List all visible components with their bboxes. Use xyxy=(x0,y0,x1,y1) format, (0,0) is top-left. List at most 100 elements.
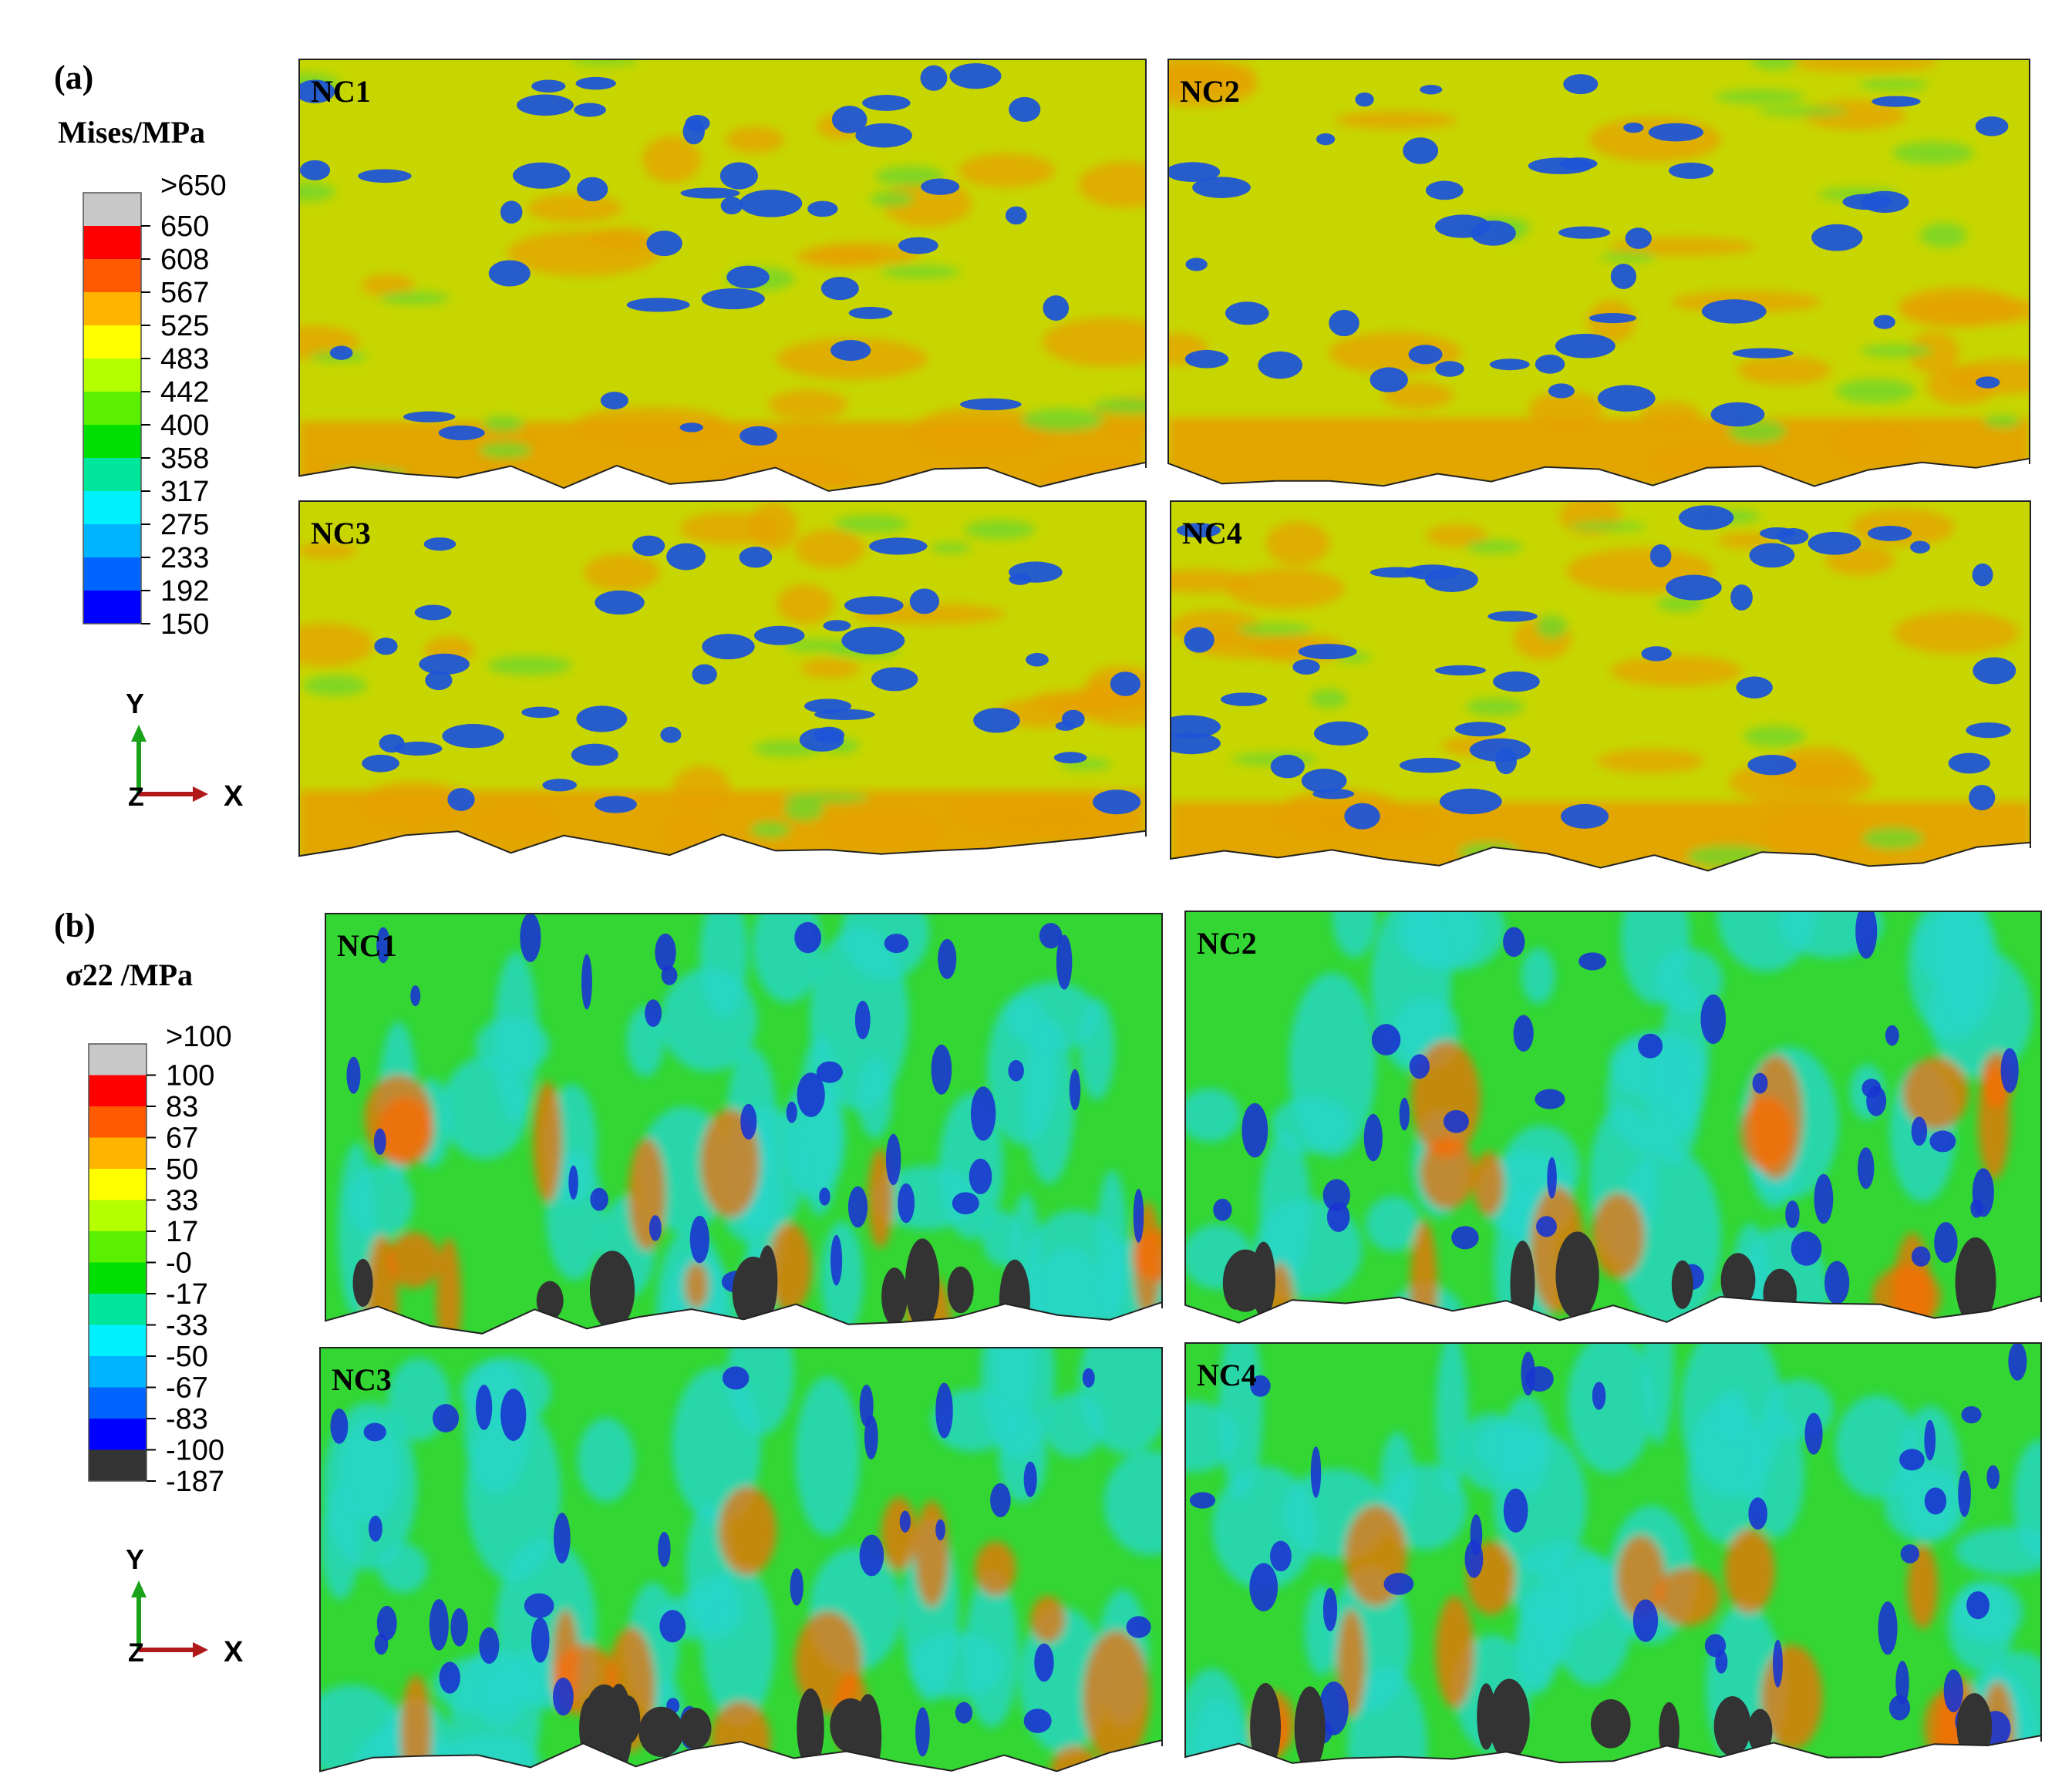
triad-a-y-arrowhead xyxy=(131,725,147,742)
contour-panel-nc3: NC3 xyxy=(319,1347,1163,1772)
legend-swatch xyxy=(83,491,141,524)
contour-panel-nc4: NC4 xyxy=(1170,500,2031,872)
legend-swatch xyxy=(83,458,141,491)
legend-tick-label: 608 xyxy=(160,244,209,276)
panel-label-nc1: NC1 xyxy=(311,74,371,109)
triad-b-x-arrowhead xyxy=(193,1642,208,1658)
panel-label-nc1: NC1 xyxy=(337,928,397,963)
panel-outline xyxy=(298,500,1147,857)
pore-regions xyxy=(346,914,1144,1334)
triad-b-x-label: X xyxy=(224,1636,244,1668)
legend-swatch xyxy=(89,1231,147,1263)
sigma22-contour-panels: NC1 NC2 NC3 NC4 xyxy=(319,911,2042,1772)
axes-triad-a: Y Z X xyxy=(126,688,244,813)
legend-tick-label: 150 xyxy=(160,608,209,641)
legend-swatch xyxy=(83,591,141,624)
legend-tick-label: >100 xyxy=(166,1021,232,1053)
pore-regions xyxy=(362,535,1141,815)
legend-tick-label: 100 xyxy=(166,1060,214,1092)
contour-field xyxy=(299,502,1146,857)
panel-label-nc4: NC4 xyxy=(1182,516,1242,550)
contour-field xyxy=(320,1348,1162,1772)
pore-regions xyxy=(1171,505,2016,830)
legend-swatch xyxy=(89,1262,147,1294)
legend-tick-label: 567 xyxy=(160,277,209,309)
legend-tick-label: 442 xyxy=(160,376,209,409)
contour-field xyxy=(1185,1343,2041,1763)
legend-swatch xyxy=(83,292,141,325)
legend-tick-label: 317 xyxy=(160,476,209,508)
legend-tick-label: 67 xyxy=(166,1123,198,1155)
legend-tick-label: 650 xyxy=(160,210,209,243)
mises-color-legend: >650 650608567525483442400358317275233192… xyxy=(83,170,227,641)
panel-label-nc4: NC4 xyxy=(1197,1358,1257,1392)
contour-panel-nc2: NC2 xyxy=(1167,59,2030,487)
legend-tick-label: -100 xyxy=(166,1435,224,1467)
panel-label-nc2: NC2 xyxy=(1197,926,1257,961)
legend-swatch xyxy=(83,193,141,226)
pore-regions xyxy=(299,62,1070,446)
triad-a-x-arrowhead xyxy=(193,786,208,802)
panel-b-legend-title: σ22 /MPa xyxy=(66,958,193,992)
legend-swatch xyxy=(89,1356,147,1388)
legend-tick-label: 483 xyxy=(160,343,209,375)
legend-swatch xyxy=(89,1137,147,1169)
mises-contour-panels: NC1 NC2 NC3 NC4 xyxy=(298,59,2031,872)
legend-tick-label: 33 xyxy=(166,1185,198,1217)
legend-swatch xyxy=(83,392,141,425)
legend-tick-label: 192 xyxy=(160,575,209,608)
contour-panel-nc1: NC1 xyxy=(325,913,1163,1335)
legend-swatch xyxy=(89,1044,147,1076)
legend-swatch xyxy=(89,1075,147,1106)
legend-tick-label: -83 xyxy=(166,1403,208,1436)
legend-swatch xyxy=(89,1106,147,1138)
legend-swatch xyxy=(89,1169,147,1200)
triad-b-z-label: Z xyxy=(128,1638,144,1668)
legend-tick-label: -187 xyxy=(166,1466,224,1498)
panel-a-label: (a) xyxy=(54,59,93,96)
legend-swatch xyxy=(83,226,141,259)
triad-a-z-label: Z xyxy=(128,783,144,812)
panel-outline xyxy=(298,59,1147,492)
contour-panel-nc4: NC4 xyxy=(1184,1342,2042,1764)
legend-tick-label: -67 xyxy=(166,1372,208,1405)
legend-swatch xyxy=(89,1200,147,1231)
legend-swatch xyxy=(83,425,141,458)
triad-b-y-label: Y xyxy=(126,1543,144,1575)
contour-field xyxy=(1168,59,2030,486)
contour-panel-nc2: NC2 xyxy=(1184,911,2042,1324)
pore-regions xyxy=(1213,911,2019,1323)
legend-tick-label: -17 xyxy=(166,1278,208,1311)
legend-tick-label: 525 xyxy=(160,310,209,342)
legend-tick-label: 17 xyxy=(166,1216,198,1248)
legend-swatch xyxy=(89,1449,147,1481)
triad-b-y-arrowhead xyxy=(131,1580,147,1597)
contour-panel-nc3: NC3 xyxy=(298,500,1147,857)
panel-outline xyxy=(1170,500,2031,872)
legend-swatch xyxy=(89,1419,147,1450)
legend-tick-label: 275 xyxy=(160,509,209,541)
panel-label-nc2: NC2 xyxy=(1180,74,1240,109)
legend-swatch xyxy=(89,1294,147,1325)
legend-swatch xyxy=(83,259,141,292)
legend-swatch xyxy=(83,359,141,392)
axes-triad-b: Y Z X xyxy=(126,1543,244,1668)
legend-tick-label: -33 xyxy=(166,1310,208,1342)
contour-panel-nc1: NC1 xyxy=(298,59,1147,492)
legend-tick-label: 358 xyxy=(160,443,209,475)
legend-frame xyxy=(83,192,142,624)
panel-label-nc3: NC3 xyxy=(332,1362,392,1397)
legend-swatch xyxy=(83,325,141,359)
legend-swatch xyxy=(89,1387,147,1419)
triad-a-x-label: X xyxy=(224,780,244,813)
panel-b-label: (b) xyxy=(54,907,96,944)
legend-swatch xyxy=(83,557,141,591)
legend-tick-label: 83 xyxy=(166,1091,198,1123)
legend-tick-label: 50 xyxy=(166,1153,198,1186)
legend-swatch xyxy=(89,1325,147,1356)
panel-outline xyxy=(1184,1342,2042,1764)
panel-label-nc3: NC3 xyxy=(311,516,371,550)
pore-regions xyxy=(1168,74,2009,427)
triad-a-y-label: Y xyxy=(126,688,144,719)
